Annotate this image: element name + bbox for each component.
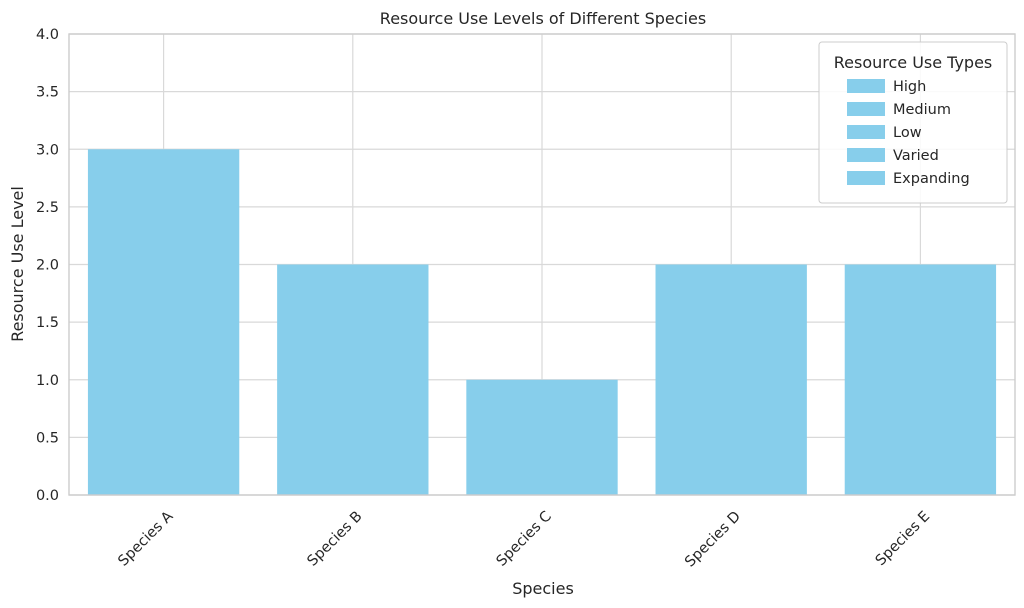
y-tick-label: 1.5 [36,315,59,331]
legend-entry-label: Varied [893,148,939,164]
legend-entry-label: High [893,79,926,95]
plot-frame [68,33,1016,496]
x-tick-label: Species C [494,509,555,570]
chart-title: Resource Use Levels of Different Species [380,9,706,28]
x-tick-label: Species A [115,508,176,569]
bar-species-e [844,264,997,495]
legend-swatch [847,79,885,93]
legend: Resource Use Types High Medium Low Varied Exp… [818,41,1008,204]
legend-swatch [847,125,885,139]
x-tick-label: Species B [305,509,366,570]
bar-species-b [277,264,429,495]
legend-swatch [847,148,885,162]
legend-entry-label: Medium [893,102,951,118]
x-tick-label: Species E [873,509,934,570]
bar-species-a [87,149,240,495]
legend-title: Resource Use Types [834,53,993,72]
x-axis-label: Species [512,579,574,598]
x-tick-label: Species D [682,509,744,571]
legend-entry-label: Expanding [893,171,970,187]
y-tick-label: 2.5 [36,200,59,216]
y-tick-label: 0.0 [36,488,59,504]
y-tick-label: 1.0 [36,373,59,389]
y-tick-labels: 0.0 0.5 1.0 1.5 2.0 2.5 3.0 3.5 4.0 [36,27,59,504]
y-tick-label: 3.5 [36,85,59,101]
bar-species-c [466,379,618,495]
y-tick-label: 0.5 [36,430,59,446]
bars [87,149,997,495]
x-tick-labels: Species A Species B Species C Species D Spec… [115,508,933,570]
y-axis-label: Resource Use Level [8,186,27,342]
legend-swatch [847,171,885,185]
y-tick-label: 4.0 [36,27,59,43]
legend-swatch [847,102,885,116]
y-tick-label: 3.0 [36,142,59,158]
y-tick-label: 2.0 [36,258,59,274]
bar-species-d [655,264,807,495]
legend-entry-label: Low [893,125,922,141]
